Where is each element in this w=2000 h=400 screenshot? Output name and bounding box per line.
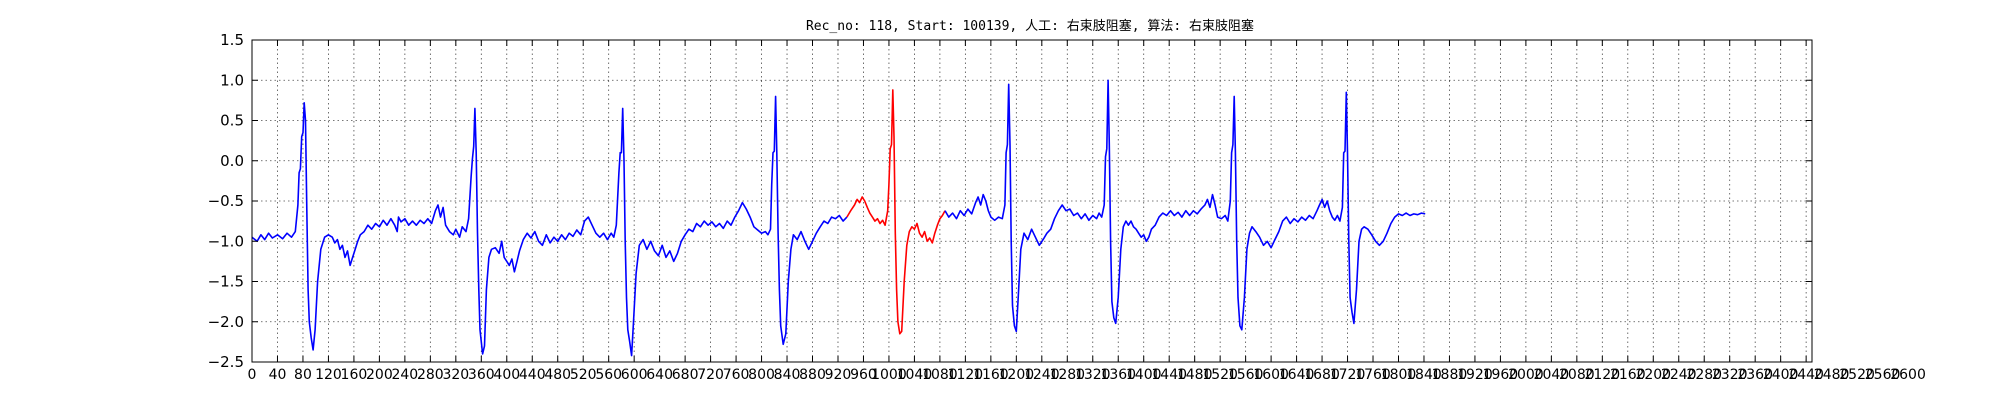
x-tick-label: 40 (269, 367, 287, 383)
x-tick-label: 2520 (1839, 367, 1875, 383)
x-tick-label: 760 (723, 367, 750, 383)
x-tick-label: 1360 (1100, 367, 1136, 383)
x-tick-label: 720 (697, 367, 724, 383)
x-tick-label: 880 (799, 367, 826, 383)
x-tick-label: 440 (519, 367, 546, 383)
x-tick-label: 1680 (1304, 367, 1340, 383)
x-tick-label: 1160 (973, 367, 1009, 383)
x-tick-label: 2160 (1610, 367, 1646, 383)
x-tick-label: 1600 (1253, 367, 1289, 383)
grid-lines (252, 40, 1812, 362)
x-tick-label: 160 (341, 367, 368, 383)
y-tick-label: −2.0 (208, 313, 244, 331)
x-tick-label: 2280 (1686, 367, 1722, 383)
x-tick-label: 1400 (1126, 367, 1162, 383)
chart-title: Rec_no: 118, Start: 100139, 人工: 右束肢阻塞, 算… (806, 18, 1254, 34)
x-tick-label: 2040 (1534, 367, 1570, 383)
x-tick-label: 1040 (897, 367, 933, 383)
x-tick-label: 1640 (1279, 367, 1315, 383)
y-tick-label: 1.0 (220, 71, 244, 89)
y-tick-label: 0.0 (220, 152, 244, 170)
x-tick-label: 640 (646, 367, 673, 383)
y-tick-label: 0.5 (220, 112, 244, 130)
x-tick-label: 1320 (1075, 367, 1111, 383)
x-tick-label: 1240 (1024, 367, 1060, 383)
y-tick-label: −2.5 (208, 353, 244, 371)
x-tick-label: 680 (672, 367, 699, 383)
x-tick-label: 960 (850, 367, 877, 383)
x-tick-label: 800 (748, 367, 775, 383)
x-tick-label: 0 (248, 367, 257, 383)
x-tick-label: 1840 (1406, 367, 1442, 383)
x-tick-label: 2320 (1712, 367, 1748, 383)
x-tick-label: 2480 (1814, 367, 1850, 383)
y-tick-label: −1.5 (208, 273, 244, 291)
x-tick-label: 520 (570, 367, 597, 383)
x-tick-label: 80 (294, 367, 312, 383)
signal-series (251, 79, 1426, 357)
x-tick-label: 1200 (999, 367, 1035, 383)
ecg-signal-segment (251, 95, 848, 357)
x-tick-label: 200 (366, 367, 393, 383)
x-tick-label: 480 (544, 367, 571, 383)
y-tick-label: −1.0 (208, 232, 244, 250)
x-tick-label: 1960 (1483, 367, 1519, 383)
x-tick-label: 600 (621, 367, 648, 383)
x-tick-label: 1000 (871, 367, 907, 383)
x-tick-label: 1760 (1355, 367, 1391, 383)
x-tick-label: 1520 (1202, 367, 1238, 383)
x-tick-label: 840 (774, 367, 801, 383)
x-tick-label: 2200 (1635, 367, 1671, 383)
x-tick-label: 2000 (1508, 367, 1544, 383)
x-tick-label: 920 (825, 367, 852, 383)
x-tick-label: 400 (493, 367, 520, 383)
ecg-signal-segment (944, 79, 1426, 333)
x-tick-label: 240 (391, 367, 418, 383)
x-axis-ticks: 0 40 80 12016020024028032036040044048052056… (248, 40, 1926, 383)
x-tick-label: 320 (442, 367, 469, 383)
x-tick-label: 1920 (1457, 367, 1493, 383)
x-tick-label: 1800 (1381, 367, 1417, 383)
x-tick-label: 1720 (1330, 367, 1366, 383)
x-tick-label: 2400 (1763, 367, 1799, 383)
y-axis-ticks: 1.5 1.0 0.5 0.0 −0.5 −1.0 −1.5 −2.0 −2.5 (208, 31, 1812, 371)
highlighted-beat-segment (846, 89, 946, 335)
x-tick-label: 120 (315, 367, 342, 383)
x-tick-label: 280 (417, 367, 444, 383)
x-tick-label: 1480 (1177, 367, 1213, 383)
x-tick-label: 1880 (1432, 367, 1468, 383)
x-tick-label: 2600 (1890, 367, 1926, 383)
x-tick-label: 2440 (1788, 367, 1824, 383)
x-tick-label: 2240 (1661, 367, 1697, 383)
x-tick-label: 1280 (1049, 367, 1085, 383)
x-tick-label: 1080 (922, 367, 958, 383)
x-tick-label: 560 (595, 367, 622, 383)
x-tick-label: 1120 (948, 367, 984, 383)
x-tick-label: 2560 (1865, 367, 1901, 383)
x-tick-label: 2360 (1737, 367, 1773, 383)
x-tick-label: 1560 (1228, 367, 1264, 383)
y-tick-label: −0.5 (208, 192, 244, 210)
x-tick-label: 2080 (1559, 367, 1595, 383)
y-tick-label: 1.5 (220, 31, 244, 49)
x-tick-label: 360 (468, 367, 495, 383)
x-tick-label: 1440 (1151, 367, 1187, 383)
x-tick-label: 2120 (1584, 367, 1620, 383)
